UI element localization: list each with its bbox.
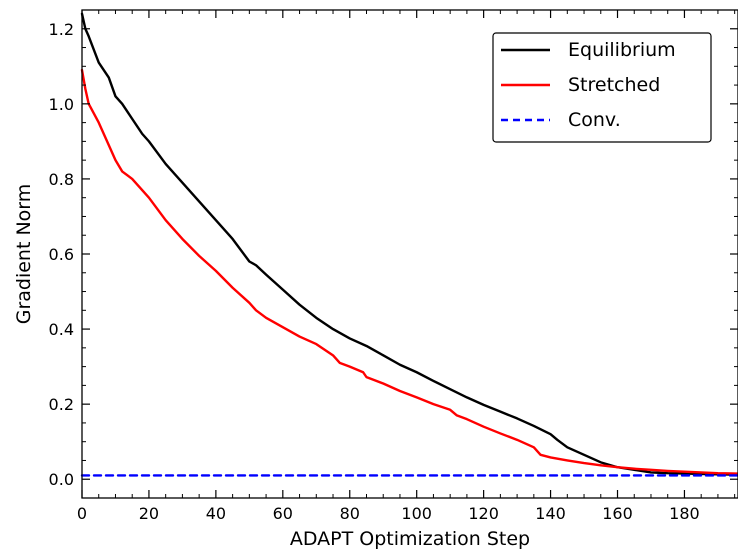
x-tick-label: 160 [602, 504, 633, 523]
y-axis-label: Gradient Norm [13, 184, 35, 325]
y-tick-label: 0.0 [49, 470, 74, 489]
legend-label-stretched: Stretched [568, 74, 660, 96]
y-tick-label: 1.2 [49, 20, 74, 39]
x-tick-label: 40 [206, 504, 226, 523]
y-tick-label: 0.8 [49, 170, 74, 189]
x-tick-label: 0 [77, 504, 87, 523]
y-tick-label: 0.2 [49, 395, 74, 414]
y-tick-label: 0.4 [49, 320, 74, 339]
x-tick-label: 120 [468, 504, 499, 523]
series-line-equilibrium [80, 12, 738, 476]
x-tick-label: 20 [139, 504, 159, 523]
x-tick-label: 100 [401, 504, 432, 523]
y-tick-label: 1.0 [49, 95, 74, 114]
x-axis-ticks: 0 20 40 60 80 100 120 140 160 180 [77, 10, 736, 523]
x-axis-label: ADAPT Optimization Step [290, 528, 530, 550]
y-tick-label: 0.6 [49, 245, 74, 264]
legend: Equilibrium Stretched Conv. [492, 32, 712, 143]
series-layer [80, 12, 738, 477]
x-tick-label: 140 [535, 504, 566, 523]
x-tick-label: 60 [273, 504, 293, 523]
x-tick-label: 180 [669, 504, 700, 523]
legend-label-equilibrium: Equilibrium [568, 39, 676, 61]
legend-label-conv: Conv. [568, 109, 621, 131]
y-axis-ticks: 0.0 0.2 0.4 0.6 0.8 1.0 1.2 [49, 20, 738, 499]
legend-box [492, 32, 712, 143]
x-tick-label: 80 [340, 504, 360, 523]
series-line-stretched [80, 68, 738, 475]
